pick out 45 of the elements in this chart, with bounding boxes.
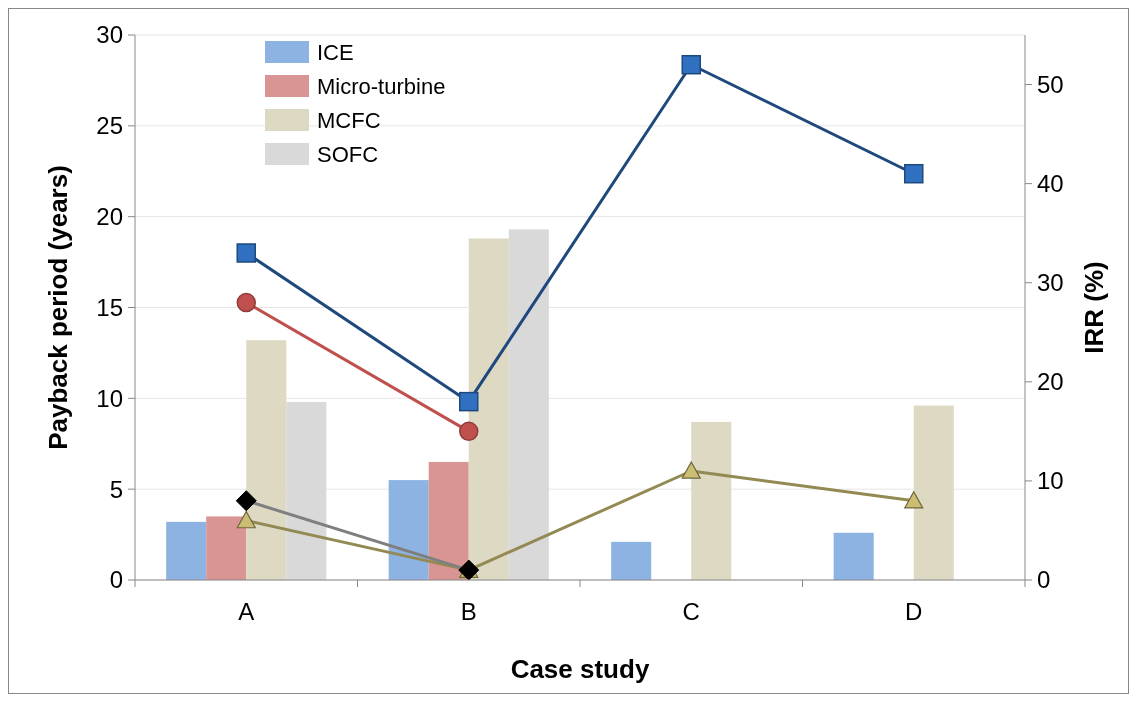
bar [286,401,327,580]
bar [468,238,509,580]
y-tick-label: 5 [109,475,123,503]
point [236,243,256,263]
y-tick-label: 15 [96,293,123,321]
y2-tick-label: 20 [1037,368,1064,396]
bar [913,405,954,580]
bar [206,516,247,580]
x-tick-label: A [238,598,255,625]
point [904,163,924,184]
bar [508,229,549,580]
bar [246,340,287,580]
y2-axis-title: IRR (%) [1079,261,1109,354]
point [236,292,256,313]
y-axis-title: Payback period (years) [43,165,73,450]
bar [428,461,469,580]
point [459,421,479,442]
x-tick-label: D [905,598,923,625]
y-tick-label: 30 [96,21,123,49]
point [236,510,256,529]
y-tick-label: 20 [96,203,123,231]
legend-label: ICE [317,39,354,65]
bar [388,480,429,580]
legend-label: SOFC [317,141,379,167]
point [681,54,701,75]
y2-tick-label: 10 [1037,467,1064,495]
y-tick-label: 10 [96,384,123,412]
bar [691,421,732,580]
legend-label: Micro-turbine [317,73,446,99]
x-tick-label: C [682,598,700,625]
y2-tick-label: 0 [1037,566,1051,594]
y-tick-label: 0 [109,566,123,594]
bar [833,532,874,580]
bar [611,541,652,580]
x-axis-title: Case study [510,654,650,684]
point [681,461,701,479]
x-tick-label: B [460,598,477,625]
point [904,491,924,509]
y2-tick-label: 40 [1037,170,1064,198]
bar [166,521,207,580]
legend-label: MCFC [317,107,381,133]
y-tick-label: 25 [96,112,123,140]
y2-tick-label: 50 [1037,70,1064,98]
y2-tick-label: 30 [1037,269,1064,297]
point [459,391,479,412]
